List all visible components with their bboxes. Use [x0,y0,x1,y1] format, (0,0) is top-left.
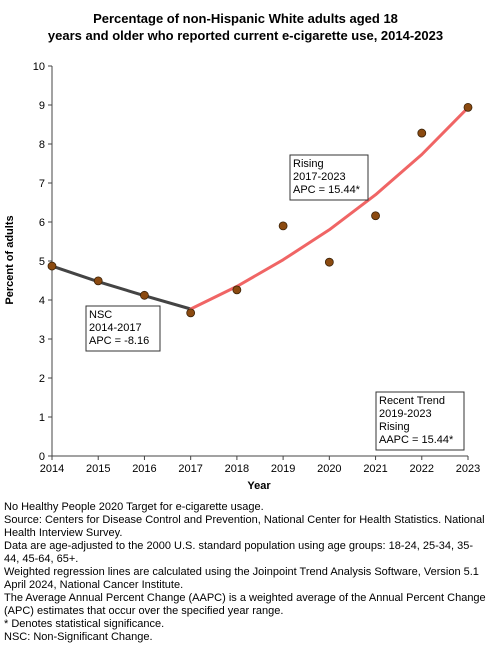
annotation-box [375,391,465,451]
footnote: * Denotes statistical significance. [4,618,165,630]
regression-line-1 [50,264,193,311]
y-tick-label: 3 [39,334,45,346]
footnote: Data are age-adjusted to the 2000 U.S. s… [4,540,474,565]
y-tick-label: 0 [39,451,45,463]
data-point-2017 [186,308,196,318]
annotation-text: AAPC = 15.44* [379,434,454,446]
observed-points [47,102,473,318]
data-point-2019 [278,221,288,231]
footnote: Source: Centers for Disease Control and … [4,514,485,539]
data-point-2022 [417,128,427,138]
regression-lines [50,106,470,311]
annotation-text: APC = 15.44* [293,184,361,196]
footnote: The Average Annual Percent Change (AAPC)… [4,592,486,617]
annotation-text: Rising [293,158,324,170]
annotation-text: 2019-2023 [379,408,432,420]
chart-title: Percentage of non-Hispanic White adults … [0,10,491,44]
x-tick-label: 2023 [456,463,480,475]
y-tick-label: 6 [39,217,45,229]
y-tick-label: 9 [39,100,45,112]
annotation-text: 2017-2023 [293,171,346,183]
y-tick-label: 10 [33,61,45,73]
annotation-text: NSC [89,309,112,321]
y-tick-label: 1 [39,412,45,424]
y-tick-label: 5 [39,256,45,268]
annotation-text: APC = -8.16 [89,335,149,347]
data-point-2018 [232,285,242,295]
annotation-text: 2014-2017 [89,322,142,334]
y-tick-label: 4 [39,295,45,307]
axes: 0 1 2 3 4 5 6 7 8 9 10 2014 2015 2016 2017 2018 2019 2020… [33,61,480,475]
y-tick-label: 8 [39,139,45,151]
x-tick-label: 2021 [363,463,387,475]
data-point-2016 [140,290,149,300]
x-axis-title: Year [247,480,271,492]
x-tick-label: 2015 [86,463,110,475]
y-tick-label: 2 [39,373,45,385]
annotation-text: Recent Trend [379,395,445,407]
x-tick-label: 2022 [410,463,434,475]
footnotes: No Healthy People 2020 Target for e-ciga… [4,501,488,644]
annotation-box [85,305,161,352]
data-point-2015 [93,276,103,286]
footnote: No Healthy People 2020 Target for e-ciga… [4,501,264,513]
x-tick-label: 2020 [317,463,341,475]
data-point-2020 [324,257,334,267]
y-axis-title: Percent of adults [4,215,16,304]
data-point-2014 [47,261,57,271]
data-point-2021 [371,211,380,221]
chart-canvas: 0 1 2 3 4 5 6 7 8 9 10 2014 2015 2016 2017 2018 2019 2020… [4,61,480,492]
x-tick-label: 2014 [40,463,64,475]
footnote: NSC: Non-Significant Change. [4,631,153,643]
regression-line-2 [189,106,470,311]
chart-title-line-1: Percentage of non-Hispanic White adults … [93,11,398,26]
x-tick-label: 2019 [271,463,295,475]
x-tick-label: 2017 [178,463,202,475]
data-point-2023 [463,102,473,112]
x-tick-label: 2018 [225,463,249,475]
annotation-text: Rising [379,421,410,433]
x-tick-label: 2016 [132,463,156,475]
footnote: Weighted regression lines are calculated… [4,566,479,591]
y-tick-label: 7 [39,178,45,190]
annotation-box [289,154,369,201]
chart-title-line-2: years and older who reported current e-c… [47,28,444,43]
